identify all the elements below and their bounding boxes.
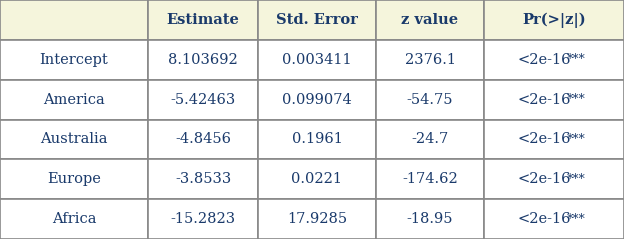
Text: 0.003411: 0.003411 — [282, 53, 352, 67]
Text: 0.1961: 0.1961 — [291, 132, 343, 147]
Bar — [148, 120, 258, 159]
Bar — [376, 80, 484, 120]
Bar — [484, 199, 624, 239]
Text: <2e-16: <2e-16 — [517, 53, 571, 67]
Text: z value: z value — [401, 13, 459, 27]
Bar — [376, 159, 484, 199]
Bar — [258, 40, 376, 80]
Bar — [258, 199, 376, 239]
Text: -174.62: -174.62 — [402, 172, 458, 186]
Text: -54.75: -54.75 — [407, 92, 453, 107]
Bar — [0, 80, 148, 120]
Bar — [0, 0, 148, 40]
Bar — [258, 0, 376, 40]
Text: 0.0221: 0.0221 — [291, 172, 343, 186]
Text: <2e-16: <2e-16 — [517, 132, 571, 147]
Bar — [376, 0, 484, 40]
Bar — [484, 120, 624, 159]
Text: 0.099074: 0.099074 — [282, 92, 352, 107]
Bar — [0, 199, 148, 239]
Bar — [148, 0, 258, 40]
Text: -24.7: -24.7 — [411, 132, 449, 147]
Text: ***: *** — [567, 173, 585, 186]
Text: -15.2823: -15.2823 — [170, 212, 236, 226]
Text: 17.9285: 17.9285 — [287, 212, 347, 226]
Text: Estimate: Estimate — [167, 13, 240, 27]
Bar — [258, 120, 376, 159]
Bar — [484, 159, 624, 199]
Bar — [0, 40, 148, 80]
Text: <2e-16: <2e-16 — [517, 172, 571, 186]
Bar — [484, 80, 624, 120]
Bar — [148, 199, 258, 239]
Text: Intercept: Intercept — [40, 53, 109, 67]
Text: Std. Error: Std. Error — [276, 13, 358, 27]
Text: <2e-16: <2e-16 — [517, 212, 571, 226]
Bar — [148, 159, 258, 199]
Text: ***: *** — [567, 133, 585, 146]
Text: 8.103692: 8.103692 — [168, 53, 238, 67]
Bar — [376, 120, 484, 159]
Text: Australia: Australia — [41, 132, 108, 147]
Text: Africa: Africa — [52, 212, 96, 226]
Bar — [484, 0, 624, 40]
Text: -5.42463: -5.42463 — [170, 92, 236, 107]
Text: -18.95: -18.95 — [407, 212, 453, 226]
Text: Pr(>|z|): Pr(>|z|) — [522, 12, 586, 28]
Bar — [258, 159, 376, 199]
Bar — [484, 40, 624, 80]
Text: <2e-16: <2e-16 — [517, 92, 571, 107]
Text: -3.8533: -3.8533 — [175, 172, 231, 186]
Text: ***: *** — [567, 53, 585, 66]
Bar — [148, 80, 258, 120]
Text: -4.8456: -4.8456 — [175, 132, 231, 147]
Text: 2376.1: 2376.1 — [404, 53, 456, 67]
Text: Europe: Europe — [47, 172, 101, 186]
Bar — [376, 199, 484, 239]
Text: ***: *** — [567, 212, 585, 226]
Text: ***: *** — [567, 93, 585, 106]
Bar — [376, 40, 484, 80]
Bar — [0, 120, 148, 159]
Bar — [148, 40, 258, 80]
Bar — [258, 80, 376, 120]
Bar — [0, 159, 148, 199]
Text: America: America — [43, 92, 105, 107]
